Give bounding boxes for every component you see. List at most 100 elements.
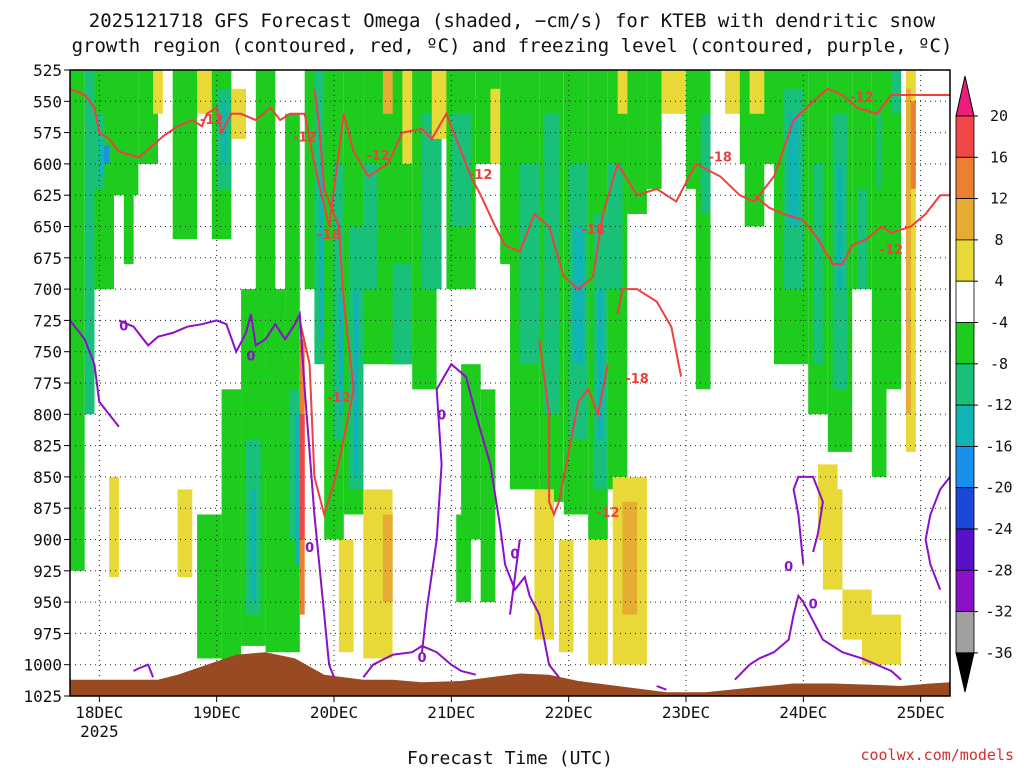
x-tick-label: 20DEC bbox=[310, 703, 358, 722]
x-tick-label: 23DEC bbox=[662, 703, 710, 722]
y-tick-label: 850 bbox=[33, 468, 62, 487]
colorbar-tick-label: -28 bbox=[985, 561, 1012, 579]
omega-cell bbox=[294, 414, 300, 565]
freezing-contour-label: 0 bbox=[437, 408, 446, 423]
omega-cell bbox=[172, 70, 198, 239]
x-tick-label: 18DEC bbox=[75, 703, 123, 722]
omega-cell bbox=[451, 113, 471, 227]
omega-cell bbox=[622, 501, 638, 615]
omega-cell bbox=[534, 489, 554, 640]
omega-cell bbox=[617, 70, 628, 114]
omega-cell bbox=[598, 289, 603, 440]
colorbar-tick-label: -16 bbox=[985, 437, 1012, 455]
y-tick-label: 750 bbox=[33, 343, 62, 362]
omega-cell bbox=[871, 70, 887, 477]
y-tick-label: 925 bbox=[33, 562, 62, 581]
chart-title-line2: growth region (contoured, red, ºC) and f… bbox=[72, 35, 953, 57]
freezing-contour-label: 0 bbox=[305, 541, 314, 556]
dgz-contour-label: -12 bbox=[366, 149, 390, 164]
omega-cell bbox=[558, 539, 574, 653]
credit-text: coolwx.com/models bbox=[860, 746, 1014, 764]
omega-cell bbox=[661, 70, 686, 114]
x-tick-label: 21DEC bbox=[427, 703, 475, 722]
omega-cell bbox=[573, 226, 584, 365]
colorbar-segment bbox=[955, 445, 975, 489]
omega-cell bbox=[813, 163, 823, 365]
freezing-contour-line bbox=[656, 685, 667, 691]
y-axis: 525 550 575 600 625 650 675 700 725 750 775 800 825 8… bbox=[23, 61, 70, 706]
x-tick-label: 24DEC bbox=[779, 703, 827, 722]
colorbar-segment bbox=[955, 528, 975, 571]
colorbar-tick-label: -24 bbox=[985, 520, 1012, 538]
omega-cell bbox=[519, 163, 540, 365]
plot-area: -12 -12 -12 -18 -12 -18 -18 -12 -12 -18 -12 -12 0 0 0 0… bbox=[69, 69, 951, 697]
x-tick-year: 2025 bbox=[80, 722, 119, 741]
omega-cell bbox=[544, 113, 559, 415]
omega-cell bbox=[891, 70, 902, 114]
omega-cell bbox=[910, 101, 916, 189]
colorbar-cap-top bbox=[955, 75, 975, 117]
colorbar-tick-label: -20 bbox=[985, 479, 1012, 497]
freezing-contour-label: 0 bbox=[246, 350, 255, 365]
omega-cell bbox=[104, 145, 110, 164]
dgz-contour-line bbox=[69, 87, 950, 291]
dgz-contour-label: -12 bbox=[880, 243, 904, 258]
omega-cell bbox=[382, 514, 393, 603]
y-tick-label: 950 bbox=[33, 593, 62, 612]
omega-colorbar: 20 16 12 8 4 -4 -8 -12 -16 -20 -24 -28 -32 -36 bbox=[955, 75, 1013, 693]
omega-cell bbox=[338, 289, 344, 415]
y-tick-label: 800 bbox=[33, 405, 62, 424]
omega-cell bbox=[285, 113, 300, 653]
omega-cell bbox=[319, 163, 325, 340]
colorbar-segment bbox=[955, 198, 975, 241]
freezing-contour-line bbox=[133, 663, 155, 678]
x-tick-label: 25DEC bbox=[897, 703, 945, 722]
chart-title-line1: 2025121718 GFS Forecast Omega (shaded, −… bbox=[89, 10, 936, 32]
freezing-contour-line bbox=[792, 475, 824, 565]
y-tick-label: 975 bbox=[33, 624, 62, 643]
omega-cell bbox=[857, 188, 867, 290]
omega-cell bbox=[221, 389, 242, 665]
colorbar-segment bbox=[955, 239, 975, 282]
y-tick-label: 650 bbox=[33, 218, 62, 237]
dgz-contour-label: -18 bbox=[708, 150, 732, 165]
y-tick-label: 775 bbox=[33, 374, 62, 393]
omega-cell bbox=[70, 70, 85, 571]
x-tick-label: 22DEC bbox=[545, 703, 593, 722]
y-tick-label: 875 bbox=[33, 499, 62, 518]
dgz-contours bbox=[69, 87, 950, 519]
dgz-contour-label: -12 bbox=[293, 130, 317, 145]
terrain-fill bbox=[70, 652, 950, 696]
omega-cell bbox=[422, 113, 442, 290]
colorbar-segment bbox=[955, 487, 975, 530]
x-axis-label: Forecast Time (UTC) bbox=[407, 748, 613, 768]
omega-cell bbox=[84, 70, 95, 415]
freezing-level-contours bbox=[69, 310, 951, 691]
dgz-contour-line bbox=[298, 88, 355, 519]
omega-cell bbox=[788, 113, 799, 227]
omega-cell bbox=[862, 614, 902, 665]
omega-cell bbox=[123, 70, 134, 265]
freezing-contour-line bbox=[421, 362, 560, 678]
colorbar-segment bbox=[955, 280, 975, 323]
colorbar-segment bbox=[955, 322, 975, 365]
freezing-contour-line bbox=[69, 319, 120, 428]
y-tick-label: 900 bbox=[33, 531, 62, 550]
y-tick-label: 1025 bbox=[23, 687, 62, 706]
y-tick-label: 725 bbox=[33, 311, 62, 330]
colorbar-tick-label: -36 bbox=[985, 644, 1012, 662]
omega-cell bbox=[353, 289, 359, 477]
x-tick-label: 19DEC bbox=[193, 703, 241, 722]
omega-cell bbox=[461, 364, 481, 540]
freezing-contour-line bbox=[509, 539, 521, 615]
dgz-contour-label: -12 bbox=[596, 506, 620, 521]
dgz-contour-label: -18 bbox=[625, 372, 649, 387]
freezing-contour-label: 0 bbox=[510, 547, 519, 562]
y-tick-label: 550 bbox=[33, 92, 62, 111]
dgz-contour-line bbox=[538, 339, 609, 518]
terrain-layer bbox=[70, 652, 950, 696]
freezing-contour-line bbox=[924, 476, 951, 590]
dgz-contour-line bbox=[753, 194, 950, 266]
